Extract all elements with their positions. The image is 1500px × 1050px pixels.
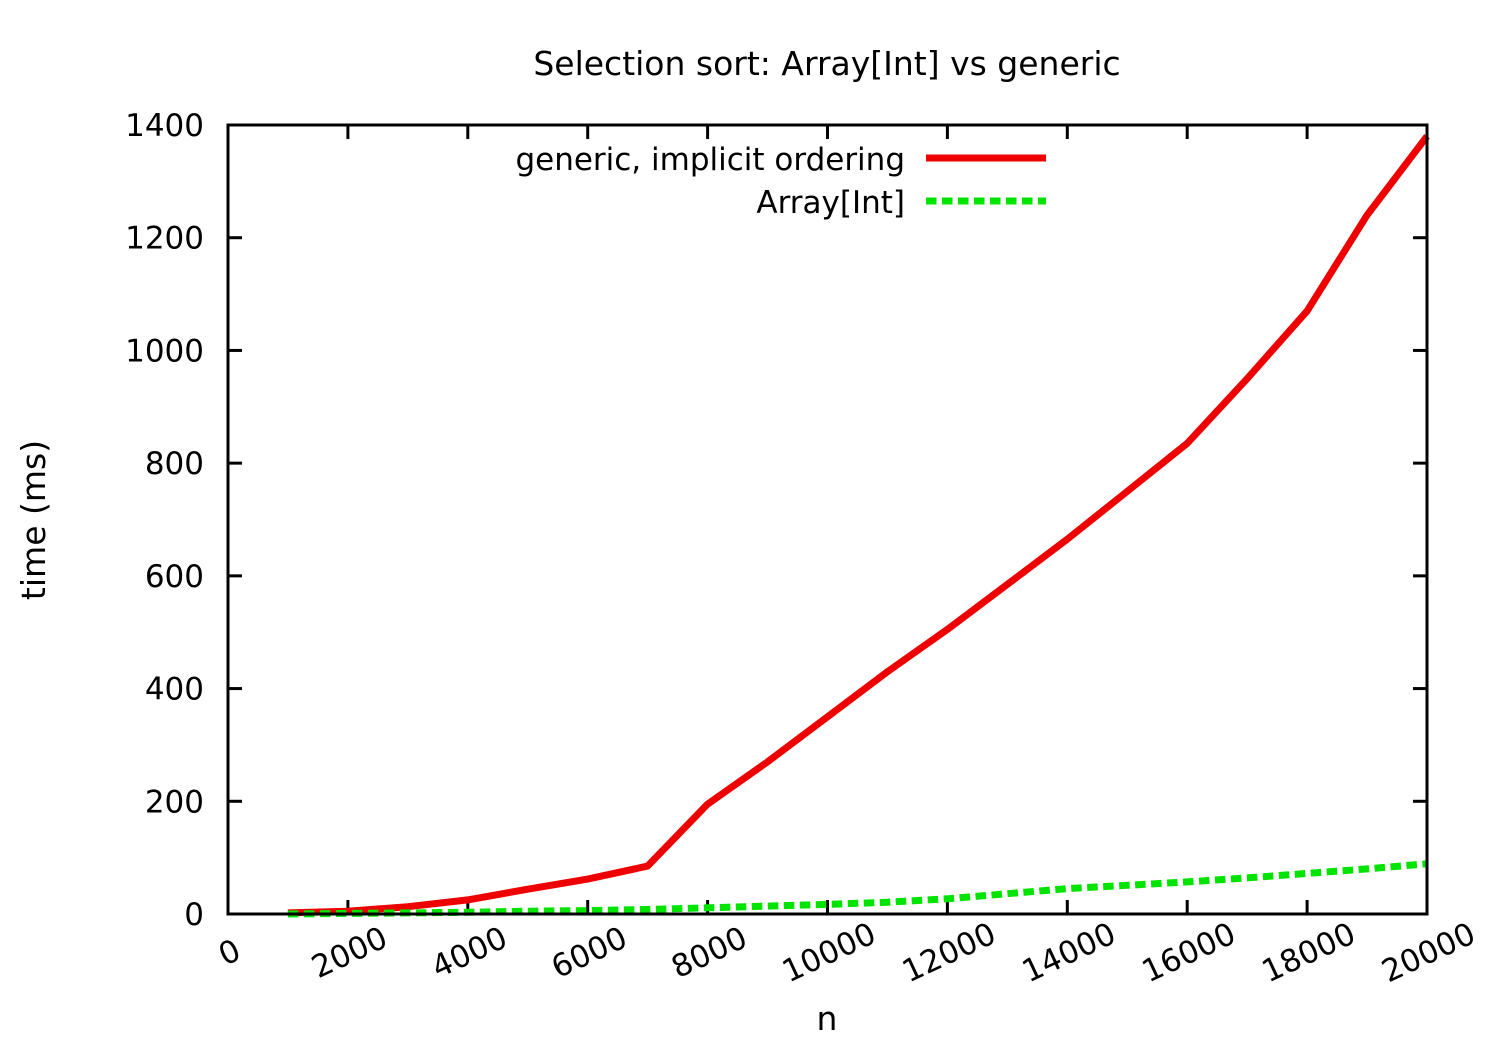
x-tick-label: 4000 [426,920,513,986]
y-tick-label: 1200 [125,221,204,257]
chart-title: Selection sort: Array[Int] vs generic [533,44,1120,83]
x-axis-ticks: 0 2000 4000 6000 8000 10000 12000 14000 16000 180… [213,125,1481,990]
x-tick-label: 20000 [1376,916,1481,990]
x-tick-label: 2000 [306,920,393,986]
x-tick-label: 6000 [546,920,633,986]
y-tick-label: 400 [145,672,204,708]
x-tick-label: 14000 [1017,916,1122,990]
y-tick-label: 1400 [125,108,204,144]
plot-border [226,123,1429,916]
y-axis-title: time (ms) [14,440,53,600]
series-line-array-int [287,860,1428,918]
data-series [287,134,1430,918]
y-axis-ticks: 0 200 400 600 800 1000 1200 1400 [125,108,1427,933]
series-line-generic [287,134,1430,917]
x-tick-label: 18000 [1257,916,1362,990]
y-tick-label: 800 [145,446,204,482]
x-axis-title: n [817,999,838,1038]
x-tick-label: 8000 [666,920,753,986]
y-tick-label: 0 [184,897,204,933]
legend-label: Array[Int] [756,185,905,221]
y-tick-label: 1000 [125,333,204,369]
x-tick-label: 10000 [777,916,882,990]
y-tick-label: 200 [145,784,204,820]
x-tick-label: 16000 [1137,916,1242,990]
y-tick-label: 600 [145,559,204,595]
legend-label: generic, implicit ordering [515,142,905,178]
legend: generic, implicit ordering Array[Int] [515,142,1046,221]
x-tick-label: 12000 [897,916,1002,990]
x-tick-label: 0 [213,932,246,973]
